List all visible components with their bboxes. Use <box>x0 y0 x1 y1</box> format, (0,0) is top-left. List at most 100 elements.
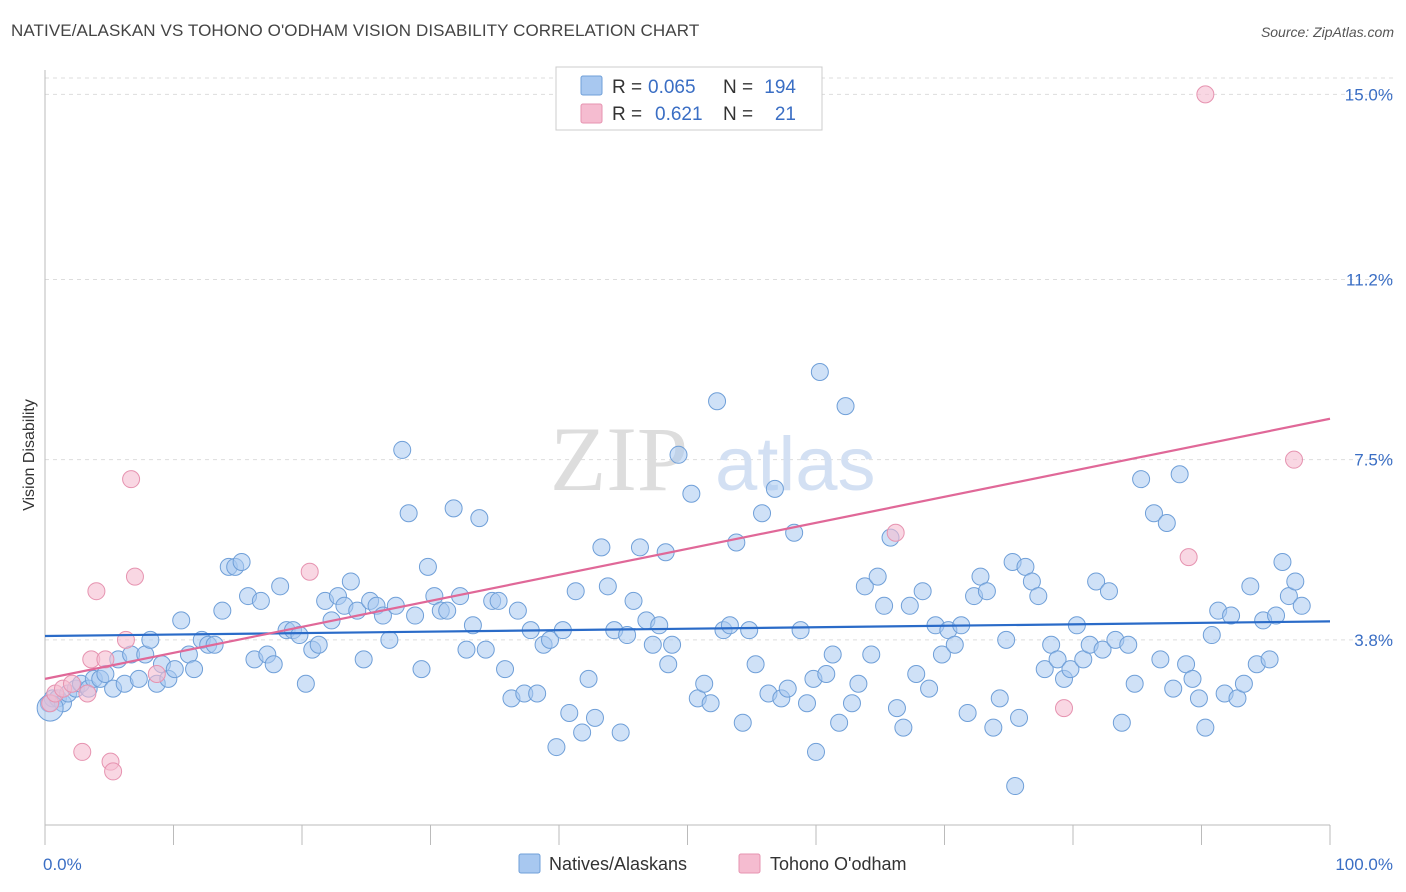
data-point-natives <box>778 679 797 698</box>
data-point-natives <box>849 674 868 693</box>
data-point-tohono <box>886 523 905 542</box>
data-point-natives <box>264 655 283 674</box>
data-point-natives <box>753 504 772 523</box>
data-point-natives <box>489 591 508 610</box>
data-point-natives <box>1202 626 1221 645</box>
data-point-natives <box>1196 718 1215 737</box>
data-point-natives <box>1222 606 1241 625</box>
data-point-natives <box>862 645 881 664</box>
data-point-natives <box>185 660 204 679</box>
data-point-natives <box>958 703 977 722</box>
data-point-natives <box>1099 582 1118 601</box>
data-point-natives <box>438 601 457 620</box>
bottom-legend-swatch-pink <box>738 853 761 874</box>
data-point-natives <box>585 708 604 727</box>
data-point-natives <box>309 635 328 654</box>
legend-r-label-2: R = <box>612 104 642 125</box>
data-point-natives <box>573 723 592 742</box>
data-point-natives <box>418 557 437 576</box>
series-natives-alaskans <box>36 363 1311 796</box>
data-point-natives <box>271 577 290 596</box>
data-point-tohono <box>300 562 319 581</box>
data-point-natives <box>579 669 598 688</box>
data-point-natives <box>727 533 746 552</box>
data-point-natives <box>1183 669 1202 688</box>
legend-n-label-1: N = <box>723 77 753 98</box>
data-point-natives <box>1132 470 1151 489</box>
data-point-natives <box>643 635 662 654</box>
data-point-tohono <box>125 567 144 586</box>
data-point-natives <box>1006 777 1025 796</box>
data-point-natives <box>496 660 515 679</box>
bottom-legend-swatch-blue <box>518 853 541 874</box>
data-point-natives <box>1087 572 1106 591</box>
data-point-tohono <box>87 582 106 601</box>
bottom-legend-label-1: Natives/Alaskans <box>549 854 687 874</box>
data-point-natives <box>1061 660 1080 679</box>
data-point-natives <box>746 655 765 674</box>
data-point-natives <box>740 621 759 640</box>
chart-title: NATIVE/ALASKAN VS TOHONO O'ODHAM VISION … <box>11 21 700 40</box>
data-point-natives <box>1157 514 1176 532</box>
y-axis-label: Vision Disability <box>21 399 38 511</box>
data-point-natives <box>1189 689 1208 708</box>
data-point-natives <box>663 635 682 654</box>
data-point-natives <box>354 650 373 669</box>
data-point-natives <box>907 665 926 683</box>
data-point-natives <box>894 718 913 737</box>
data-point-natives <box>659 655 678 674</box>
data-point-natives <box>1125 674 1144 693</box>
data-point-natives <box>172 611 191 630</box>
data-point-natives <box>798 694 817 713</box>
bottom-legend: Natives/Alaskans Tohono O'odham <box>518 853 907 874</box>
data-point-natives <box>807 742 825 761</box>
data-point-natives <box>1292 596 1311 615</box>
data-point-natives <box>1119 635 1138 654</box>
data-point-natives <box>669 445 688 464</box>
data-point-natives <box>945 635 964 654</box>
legend-n-value-1: 194 <box>764 77 796 98</box>
data-point-natives <box>165 660 184 679</box>
trend-lines <box>44 417 1331 680</box>
data-point-natives <box>592 538 611 557</box>
data-point-tohono <box>1285 450 1304 469</box>
data-point-natives <box>887 699 906 718</box>
data-point-natives <box>1267 606 1286 625</box>
data-point-natives <box>251 591 270 610</box>
legend-r-label-1: R = <box>612 77 642 98</box>
data-point-tohono <box>96 650 115 669</box>
data-point-natives <box>791 621 810 640</box>
data-point-natives <box>900 596 919 615</box>
trend-line-tohono <box>44 417 1331 680</box>
data-point-natives <box>1164 679 1183 698</box>
data-point-natives <box>875 596 894 615</box>
data-point-tohono <box>147 665 166 683</box>
data-point-natives <box>733 713 752 732</box>
data-point-natives <box>1010 708 1029 727</box>
data-point-natives <box>1273 552 1292 571</box>
data-point-natives <box>977 582 996 601</box>
data-point-natives <box>830 713 849 732</box>
data-point-natives <box>380 630 399 649</box>
data-point-natives <box>842 694 861 713</box>
bottom-legend-label-2: Tohono O'odham <box>770 854 907 874</box>
legend-n-value-2: 21 <box>775 104 796 125</box>
tick-labels: 3.8% 7.5% 11.2% 15.0% 0.0% 100.0% <box>43 85 1393 874</box>
legend-r-value-1: 0.065 <box>648 77 696 98</box>
y-tick-label: 15.0% <box>1345 85 1393 104</box>
legend-n-label-2: N = <box>723 104 753 125</box>
data-point-natives <box>1144 504 1163 523</box>
data-point-natives <box>920 679 939 698</box>
data-point-natives <box>541 630 560 649</box>
data-point-natives <box>701 694 720 713</box>
data-point-natives <box>341 572 360 591</box>
data-point-natives <box>630 538 649 557</box>
data-point-natives <box>476 640 495 659</box>
data-point-natives <box>618 626 637 645</box>
data-point-natives <box>1112 713 1131 732</box>
data-point-tohono <box>1179 548 1198 567</box>
data-point-tohono <box>62 674 81 693</box>
data-point-natives <box>598 577 617 596</box>
data-point-tohono <box>104 762 123 781</box>
